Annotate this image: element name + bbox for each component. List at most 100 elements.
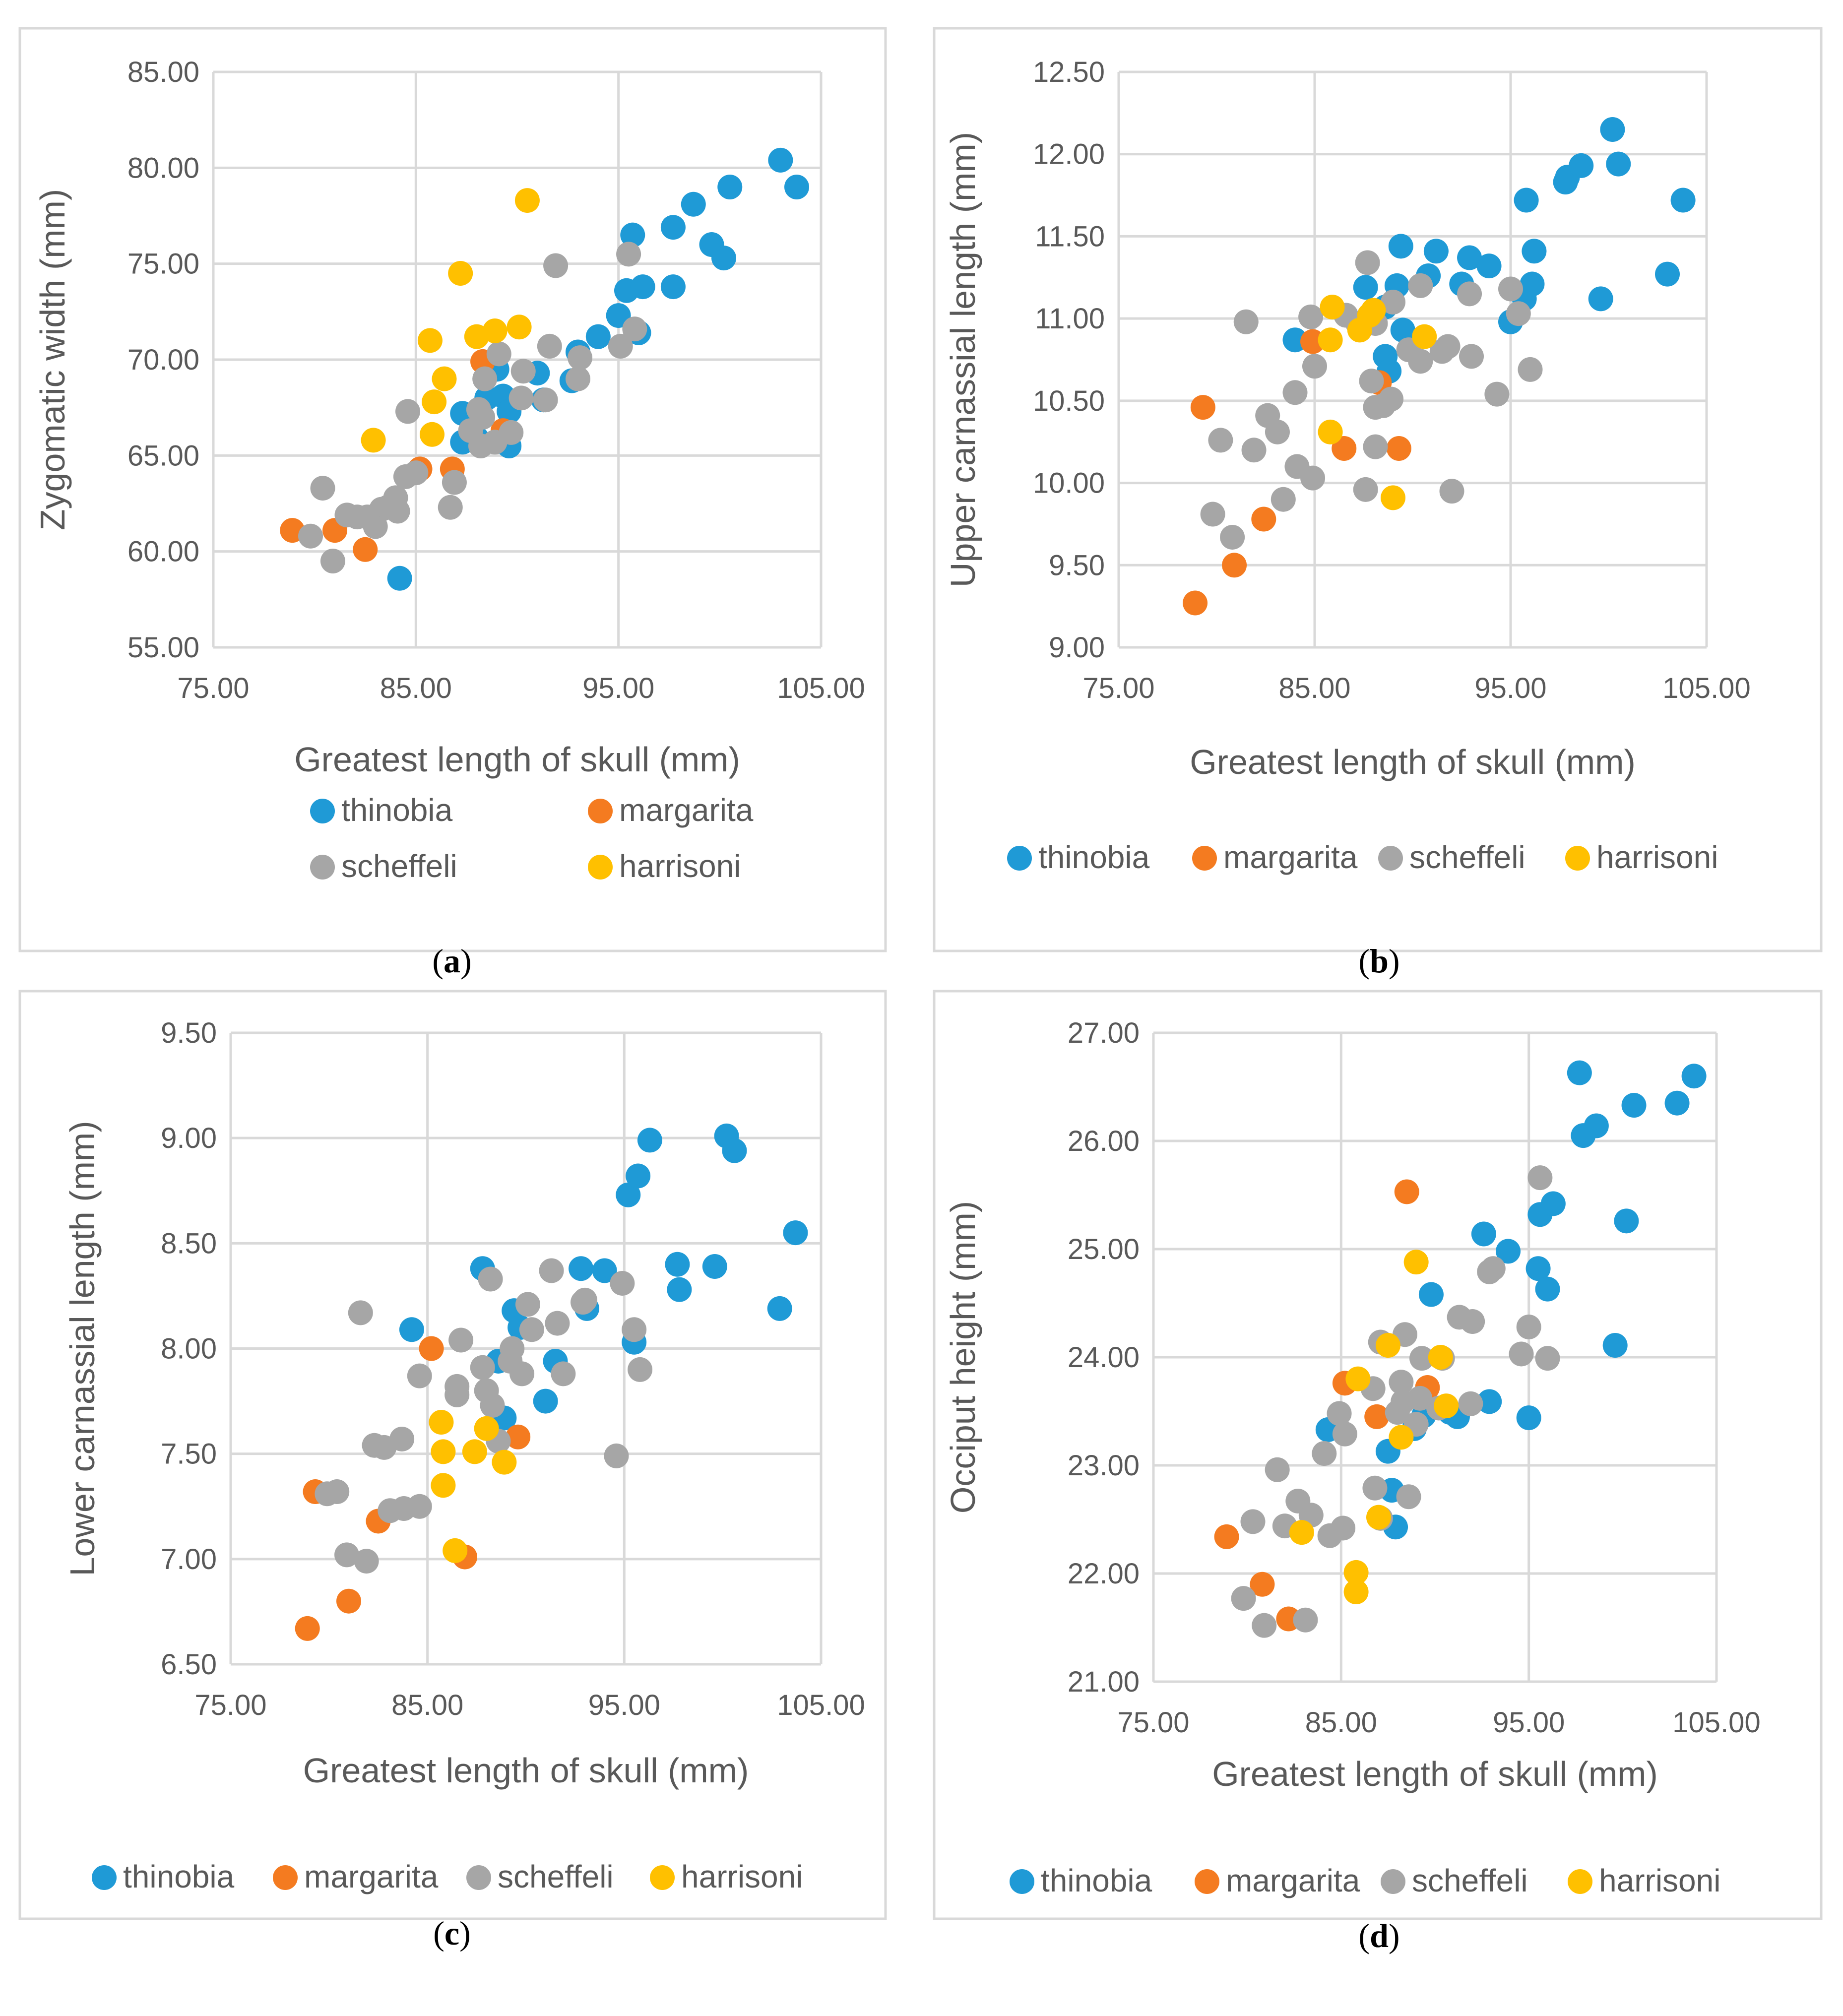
legend-marker-scheffeli: [310, 855, 335, 880]
legend-marker-thinobia: [1007, 846, 1032, 871]
caption-close: ): [459, 1914, 471, 1952]
data-point-scheffeli: [1389, 1370, 1414, 1395]
data-point-thinobia: [569, 1256, 594, 1281]
y-tick-label: 8.50: [161, 1227, 217, 1260]
data-point-thinobia: [1457, 245, 1482, 270]
data-point-scheffeli: [622, 1317, 647, 1342]
y-tick-label: 9.00: [161, 1122, 217, 1154]
data-point-scheffeli: [1457, 281, 1482, 307]
data-point-scheffeli: [1220, 524, 1245, 550]
y-tick-label: 80.00: [127, 152, 199, 184]
legend-marker-thinobia: [92, 1865, 117, 1890]
data-point-scheffeli: [1200, 502, 1225, 527]
data-point-scheffeli: [1362, 1475, 1388, 1501]
data-point-thinobia: [1606, 151, 1631, 177]
data-point-harrisoni: [431, 1473, 456, 1498]
legend-marker-harrisoni: [650, 1865, 675, 1890]
data-point-scheffeli: [438, 495, 463, 520]
data-point-thinobia: [616, 1182, 641, 1207]
legend-marker-thinobia: [1010, 1869, 1034, 1894]
data-point-harrisoni: [443, 1538, 468, 1563]
data-point-margarita: [506, 1424, 531, 1449]
data-points: [295, 1123, 808, 1641]
data-point-scheffeli: [1265, 1457, 1290, 1482]
data-point-scheffeli: [1506, 301, 1531, 326]
data-point-thinobia: [768, 147, 793, 173]
legend-label-harrisoni: harrisoni: [619, 848, 741, 884]
data-point-scheffeli: [385, 499, 410, 524]
panel-caption: (d): [1358, 1917, 1399, 1954]
data-point-scheffeli: [616, 242, 641, 267]
data-point-scheffeli: [1300, 465, 1326, 491]
data-point-scheffeli: [1355, 250, 1380, 275]
chart-panel-c: 6.50 7.00 7.50 8.00 8.50 9.00 9.50 75.00 85.00 95…: [18, 990, 887, 1952]
data-point-thinobia: [711, 246, 736, 271]
x-axis-title: Greatest length of skull (mm): [303, 1751, 749, 1790]
data-point-thinobia: [667, 1277, 692, 1302]
data-point-scheffeli: [448, 1327, 474, 1353]
panel-caption: (c): [433, 1914, 471, 1952]
x-tick-label: 85.00: [1305, 1706, 1377, 1739]
data-point-scheffeli: [445, 1382, 470, 1407]
data-point-thinobia: [1567, 1060, 1592, 1085]
data-point-margarita: [1222, 553, 1247, 578]
data-point-scheffeli: [1480, 1256, 1506, 1281]
data-point-thinobia: [1535, 1276, 1560, 1302]
data-point-scheffeli: [533, 387, 558, 413]
data-point-harrisoni: [1320, 294, 1345, 319]
data-point-harrisoni: [429, 1410, 454, 1435]
data-point-scheffeli: [1498, 276, 1523, 302]
data-point-scheffeli: [1435, 334, 1461, 359]
data-point-scheffeli: [472, 366, 498, 391]
data-point-harrisoni: [432, 366, 457, 391]
y-tick-label: 9.00: [1049, 631, 1105, 664]
data-point-scheffeli: [604, 1443, 629, 1468]
data-point-scheffeli: [1396, 1484, 1421, 1510]
legend: thinobia margarita scheffeli harrisoni: [1010, 1863, 1720, 1898]
data-point-scheffeli: [1535, 1346, 1560, 1371]
y-axis-title: Occiput height (mm): [944, 1201, 982, 1513]
data-point-scheffeli: [566, 366, 590, 391]
data-point-scheffeli: [1208, 428, 1233, 453]
data-point-harrisoni: [361, 428, 386, 453]
data-point-scheffeli: [508, 385, 534, 411]
data-point-thinobia: [620, 222, 645, 248]
y-tick-label: 55.00: [127, 631, 199, 664]
data-point-thinobia: [1621, 1093, 1647, 1118]
caption-close: ): [1389, 942, 1400, 980]
data-point-scheffeli: [407, 1494, 432, 1519]
data-point-scheffeli: [1408, 273, 1433, 298]
x-tick-label: 105.00: [1662, 672, 1750, 704]
legend-label-margarita: margarita: [1226, 1863, 1360, 1898]
data-point-scheffeli: [407, 1363, 432, 1388]
data-point-margarita: [1332, 436, 1357, 461]
data-point-scheffeli: [1332, 1421, 1357, 1447]
data-point-harrisoni: [1428, 1345, 1453, 1370]
caption-open: (: [1358, 942, 1370, 980]
legend-label-thinobia: thinobia: [1038, 839, 1150, 875]
data-point-harrisoni: [474, 1416, 499, 1441]
data-point-thinobia: [1496, 1239, 1521, 1264]
data-point-thinobia: [1514, 188, 1539, 213]
data-point-scheffeli: [1265, 419, 1290, 444]
data-point-scheffeli: [395, 399, 420, 424]
data-point-harrisoni: [431, 1439, 456, 1464]
data-point-scheffeli: [334, 1542, 360, 1568]
data-point-margarita: [419, 1336, 444, 1361]
chart-panel-a: 55.00 60.00 65.00 70.00 75.00 80.00 85.00 75.00…: [18, 27, 887, 980]
data-point-harrisoni: [1289, 1520, 1314, 1545]
data-points: [1183, 117, 1696, 616]
legend-marker-margarita: [1195, 1869, 1219, 1894]
legend-marker-margarita: [273, 1865, 298, 1890]
data-point-harrisoni: [507, 315, 532, 340]
data-point-scheffeli: [622, 316, 647, 342]
data-point-scheffeli: [1293, 1607, 1318, 1633]
legend: thinobia margarita scheffeli harrisoni: [310, 792, 754, 884]
data-point-scheffeli: [486, 341, 511, 367]
legend-label-margarita: margarita: [304, 1859, 439, 1894]
data-point-scheffeli: [1439, 479, 1464, 504]
data-point-margarita: [295, 1616, 320, 1641]
data-point-scheffeli: [610, 1270, 635, 1296]
data-point-thinobia: [1390, 317, 1415, 343]
data-point-harrisoni: [417, 328, 443, 353]
